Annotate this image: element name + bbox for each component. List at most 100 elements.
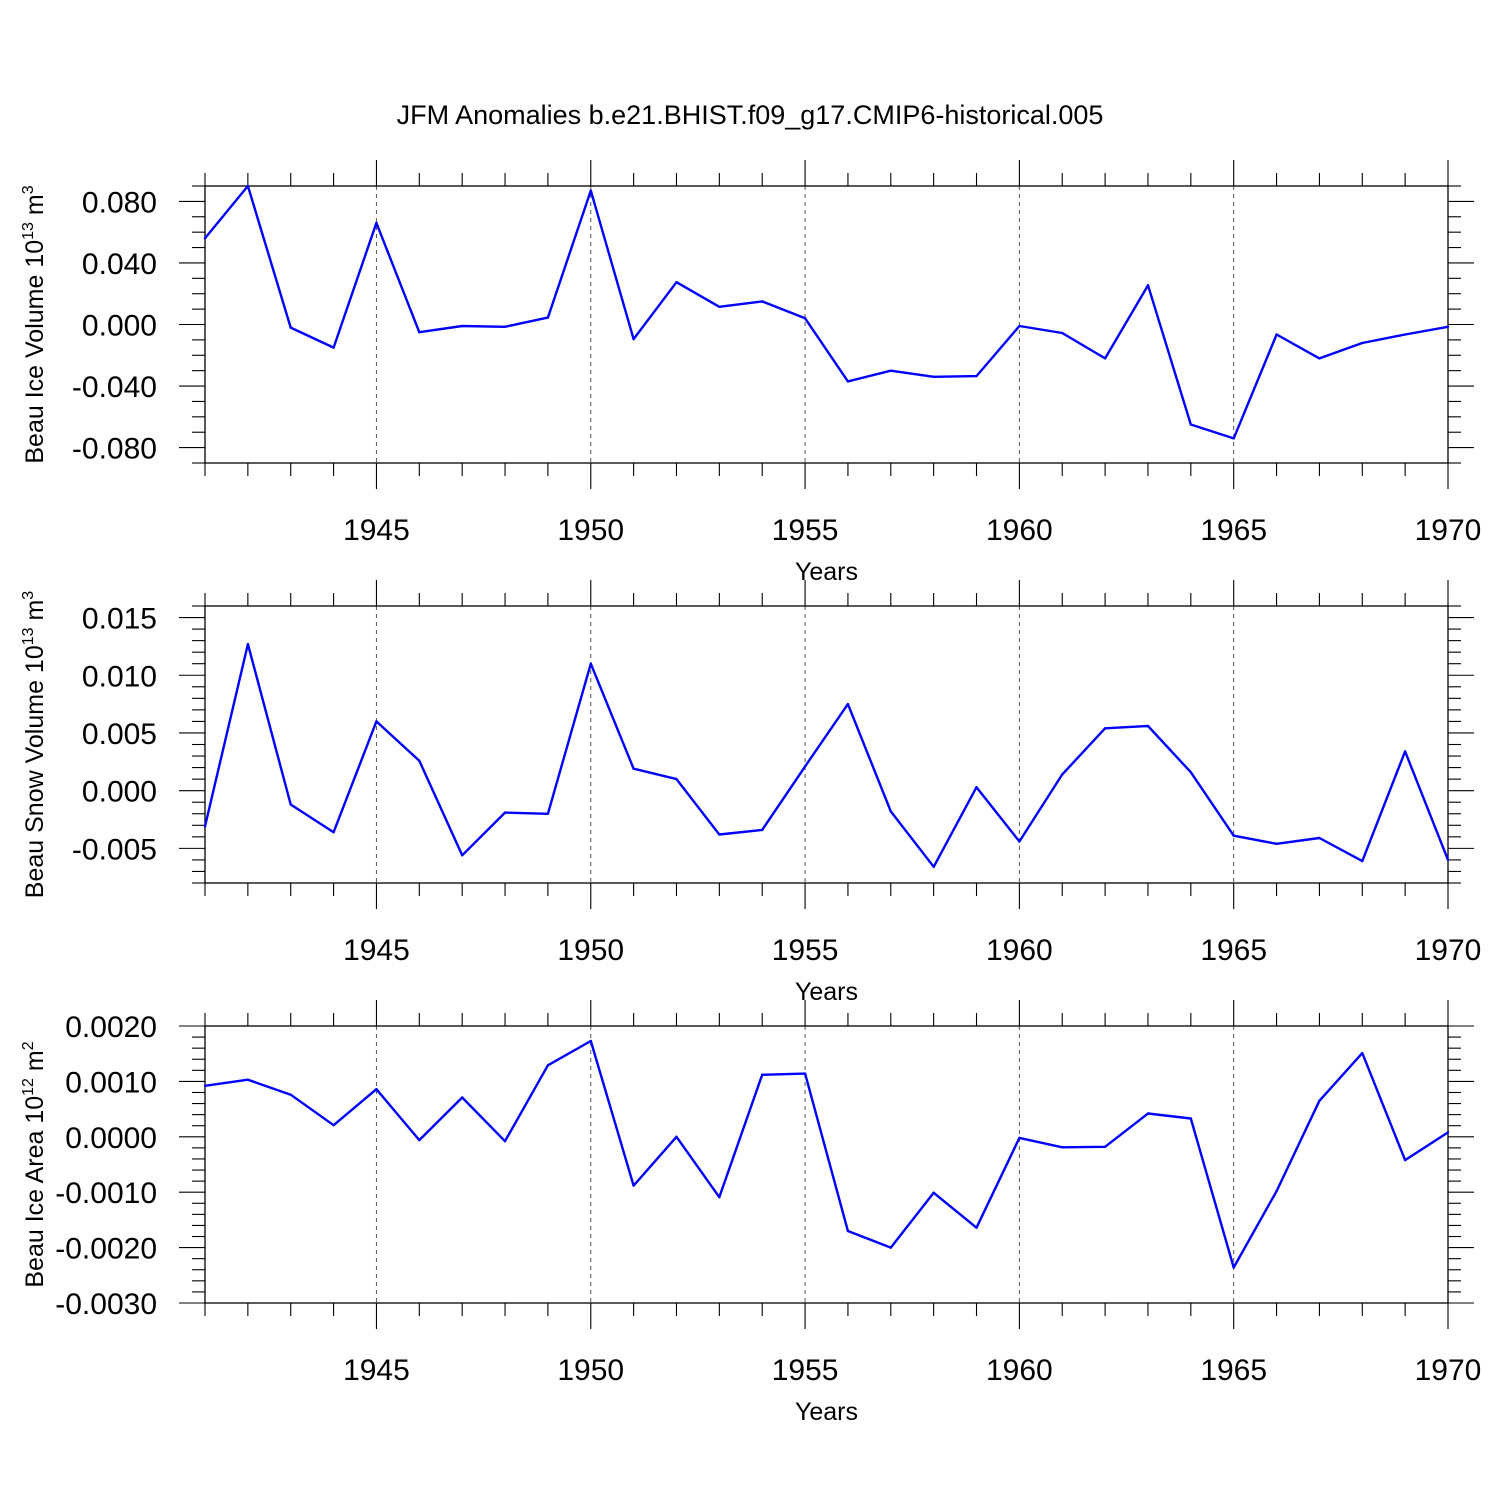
data-point (289, 326, 292, 329)
data-point (1146, 724, 1150, 728)
x-tick-label: 1960 (986, 1354, 1053, 1387)
x-tick-label: 1965 (1200, 514, 1267, 547)
data-point (1318, 357, 1321, 360)
data-point (460, 1096, 464, 1099)
data-point (846, 380, 850, 383)
x-tick-label: 1950 (557, 934, 624, 967)
series-line (203, 642, 1450, 868)
data-point (718, 305, 721, 309)
data-point (1018, 324, 1021, 328)
x-tick-label: 1965 (1200, 934, 1267, 967)
y-tick-label: 0.010 (82, 660, 157, 693)
data-point (1403, 1158, 1407, 1162)
y-tick-label: 0.080 (82, 186, 157, 219)
data-point (1018, 840, 1021, 843)
data-point (632, 337, 635, 341)
data-point (1318, 1099, 1321, 1102)
plot-frame (204, 185, 1449, 464)
data-point (889, 810, 892, 813)
y-axis-title-unit-exponent: 2 (20, 1041, 37, 1050)
x-axis-title: Years (795, 558, 858, 586)
data-point (589, 189, 592, 192)
data-point (1189, 771, 1193, 774)
data-point (246, 1078, 250, 1081)
data-point (1103, 727, 1107, 730)
panel-ice-area: 1945 1950 1955 1960 1965 1970 Years -0.0030 -0.0… (20, 1000, 1481, 1426)
data-point (632, 767, 635, 770)
y-tick-label: 0.000 (82, 310, 157, 343)
y-axis-title-main: Beau Ice Area 10 (21, 1096, 49, 1288)
y-tick-label: 0.040 (82, 248, 157, 281)
data-point (761, 1073, 764, 1076)
data-point (1446, 1131, 1450, 1134)
y-tick-label: -0.0030 (55, 1288, 157, 1321)
data-point (975, 374, 978, 378)
data-point (803, 1072, 807, 1075)
data-point (675, 777, 678, 781)
data-point (675, 280, 678, 284)
data-point (1275, 333, 1278, 336)
data-point (846, 702, 850, 706)
series-line (204, 184, 1449, 440)
x-tick-label: 1960 (986, 514, 1053, 547)
data-point (375, 221, 378, 225)
data-point (546, 316, 550, 319)
data-point (289, 1093, 292, 1096)
data-point (546, 1064, 550, 1067)
y-tick-label: -0.040 (72, 371, 157, 404)
y-axis-title-exponent: 12 (20, 1078, 37, 1096)
data-point (589, 1039, 592, 1043)
data-point (1318, 836, 1321, 840)
y-tick-label: 0.0010 (65, 1066, 157, 1099)
y-axis-title-exponent: 13 (20, 222, 37, 240)
x-tick-label: 1965 (1200, 1354, 1267, 1387)
data-point (1189, 423, 1193, 426)
data-point (332, 346, 335, 349)
panel-ice-volume: 1945 1950 1955 1960 1965 1970 Years -0.080 -0.04… (20, 160, 1481, 586)
data-point (932, 375, 935, 379)
x-tick-label: 1945 (343, 934, 410, 967)
data-point (975, 786, 978, 789)
data-point (375, 1087, 378, 1091)
x-tick-label: 1955 (772, 1354, 839, 1387)
data-point (203, 825, 207, 828)
y-tick-label: -0.080 (72, 433, 157, 466)
data-point (846, 1229, 850, 1233)
y-tick-label: 0.0000 (65, 1122, 157, 1155)
data-point (675, 1135, 678, 1139)
data-point (718, 1195, 721, 1199)
data-point (1275, 842, 1278, 845)
data-point (332, 1123, 335, 1127)
data-point (1146, 1112, 1150, 1115)
data-point (460, 854, 464, 857)
x-tick-label: 1970 (1415, 934, 1482, 967)
data-point (803, 765, 807, 768)
data-point (1232, 834, 1235, 837)
data-point (1018, 1136, 1021, 1140)
data-point (418, 759, 421, 762)
data-point (1146, 284, 1150, 287)
data-point (1275, 1189, 1278, 1193)
data-point (889, 1246, 892, 1249)
data-point (1403, 333, 1407, 336)
data-point (1361, 859, 1364, 863)
data-point (1103, 1145, 1107, 1148)
chart-title: JFM Anomalies b.e21.BHIST.f09_g17.CMIP6-… (397, 100, 1104, 130)
data-point (289, 803, 292, 806)
y-tick-label: -0.0020 (55, 1233, 157, 1266)
data-point (1103, 357, 1107, 360)
data-point (1361, 1051, 1364, 1055)
x-tick-label: 1950 (557, 1354, 624, 1387)
data-point (632, 1184, 635, 1187)
y-tick-label: 0.015 (82, 603, 157, 636)
data-point (1061, 331, 1064, 335)
data-point (589, 662, 592, 665)
y-axis-title-exponent: 13 (20, 627, 37, 645)
x-tick-label: 1960 (986, 934, 1053, 967)
data-point (503, 325, 507, 329)
data-point (418, 1138, 421, 1142)
y-axis-title-unit: m (21, 194, 49, 222)
data-point (761, 300, 764, 303)
data-point (803, 317, 807, 320)
